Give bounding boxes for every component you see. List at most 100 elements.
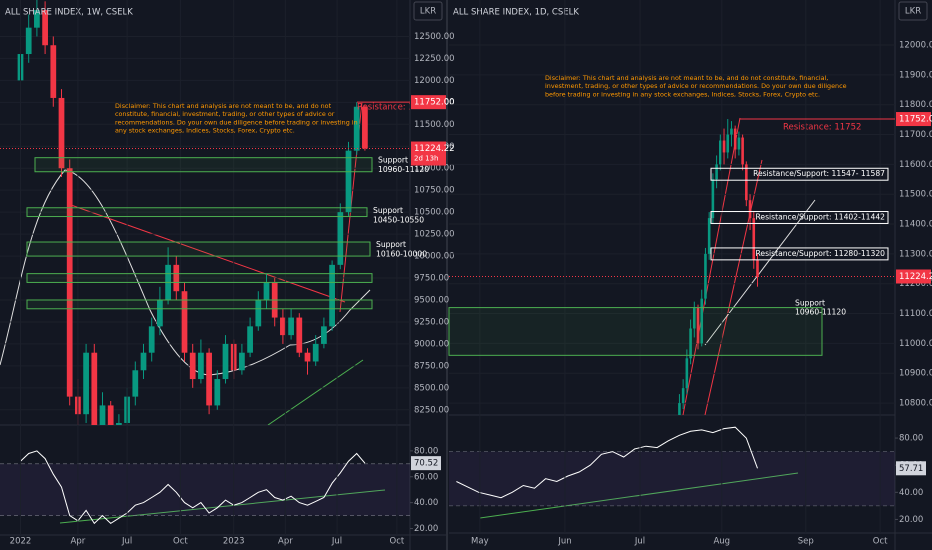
rsi-tick-label: 20.00 <box>414 524 438 534</box>
candle-body <box>296 317 303 353</box>
candle-body <box>181 291 188 353</box>
rsi-tick-label: 60.00 <box>414 472 438 482</box>
x-tick-label: Oct <box>390 537 405 547</box>
x-tick-label: Jun <box>557 537 571 547</box>
zone <box>34 157 373 173</box>
candle-body <box>148 326 155 353</box>
rsi-value-box <box>411 456 441 471</box>
countdown: 2d 13h <box>414 155 438 163</box>
rsi-tick-label: 80.00 <box>414 446 438 456</box>
candle-body <box>140 352 147 371</box>
zone-label: Support <box>378 156 408 165</box>
y-tick-label: 11500.00 <box>414 120 455 130</box>
candle-body <box>132 370 139 397</box>
y-tick-label: 10250.00 <box>414 230 455 240</box>
x-tick-label: Jul <box>331 537 342 547</box>
candle-body <box>715 164 718 180</box>
candle-body <box>692 307 696 329</box>
candle-body <box>681 388 685 404</box>
y-tick-label: 11600.00 <box>899 160 932 170</box>
x-tick-label: May <box>471 537 489 547</box>
candle-body <box>752 218 756 260</box>
currency-box <box>898 1 928 21</box>
resistance-text: Resistance: 11752 <box>783 123 861 133</box>
currency: LKR <box>420 7 436 17</box>
price-pane: Resistance: 11752 <box>449 44 895 415</box>
zone <box>448 307 823 356</box>
candle-body <box>288 317 294 336</box>
x-tick-label: 2023 <box>223 537 245 547</box>
y-tick-label: 8750.00 <box>414 361 449 371</box>
y-tick-label: 11300.00 <box>899 249 932 259</box>
x-tick-label: Sep <box>798 537 814 547</box>
zone-label: 10960-11120 <box>378 165 429 174</box>
candle-body <box>733 128 737 150</box>
candle-body <box>730 128 733 135</box>
y-tick-label: 8250.00 <box>414 405 449 415</box>
y-tick-label: 11500.00 <box>899 190 932 200</box>
candle-body <box>280 317 286 336</box>
trend-line <box>704 159 763 415</box>
zone <box>26 207 368 218</box>
y-tick-label: 9500.00 <box>414 295 449 305</box>
y-tick-label: 11400.00 <box>899 220 932 230</box>
y-tick-label: 12000.00 <box>899 41 932 51</box>
candle-body <box>99 405 106 425</box>
currency-box <box>413 1 443 21</box>
candle-body <box>312 343 319 362</box>
rsi-line <box>456 426 758 499</box>
rsi-tick-label: 20.00 <box>899 515 923 525</box>
candle-body <box>756 259 759 277</box>
last-price-label: 11224.22 <box>899 272 932 282</box>
chart-title: ALL SHARE INDEX, 1D, CSELK <box>453 8 579 18</box>
candle-body <box>34 10 40 28</box>
disclaimer: Disclaimer: This chart and analysis are … <box>545 74 828 82</box>
rsi-band <box>0 463 410 516</box>
candle-body <box>25 27 32 55</box>
candle-body <box>696 307 700 344</box>
x-tick-label: Oct <box>173 537 188 547</box>
rsi-tick-label: 40.00 <box>899 488 923 498</box>
candle-body <box>329 264 335 327</box>
y-tick-label: 12000.00 <box>414 76 455 86</box>
zone <box>26 299 373 310</box>
candle-body <box>222 343 229 380</box>
resistance-box <box>411 95 446 110</box>
zone-label: 10960-11120 <box>795 308 846 317</box>
disclaimer: Disclaimer: This chart and analysis are … <box>115 102 332 110</box>
y-tick-label: 8500.00 <box>414 383 449 393</box>
x-tick-label: Jul <box>634 537 645 547</box>
disclaimer: investment, trading, or other types of a… <box>545 82 847 90</box>
candle-body <box>91 352 98 425</box>
candle-body <box>157 299 163 327</box>
candle-body <box>737 137 741 150</box>
zone-label: 10160-10000 <box>376 250 427 259</box>
zone <box>710 247 889 261</box>
trend-line <box>267 359 364 425</box>
y-tick-label: 11000.00 <box>414 164 455 174</box>
rsi-tick-label: 80.00 <box>899 434 923 444</box>
candle-body <box>255 299 262 327</box>
rsi-drawings <box>479 472 799 519</box>
y-tick-label: 10000.00 <box>414 252 455 262</box>
y-tick-label: 10750.00 <box>414 186 455 196</box>
candle-body <box>722 140 726 153</box>
y-tick-label: 9750.00 <box>414 274 449 284</box>
candle-body <box>173 264 180 292</box>
zone-label: Resistance/Support: 11402-11442 <box>755 212 885 221</box>
candle-body <box>42 10 48 46</box>
trend-line <box>682 117 741 415</box>
x-tick-label: 2022 <box>10 537 32 547</box>
y-tick-label: 12250.00 <box>414 54 455 64</box>
zone-label: Resistance/Support: 11547- 11587 <box>753 169 885 178</box>
candle-body <box>685 358 689 389</box>
zone-label: 10450-10550 <box>373 215 424 224</box>
y-tick-label: 9000.00 <box>414 339 449 349</box>
candle-body <box>239 352 245 371</box>
y-tick-label: 11000.00 <box>899 339 932 349</box>
x-tick-label: Apr <box>71 537 86 547</box>
rsi-pane <box>449 426 895 507</box>
